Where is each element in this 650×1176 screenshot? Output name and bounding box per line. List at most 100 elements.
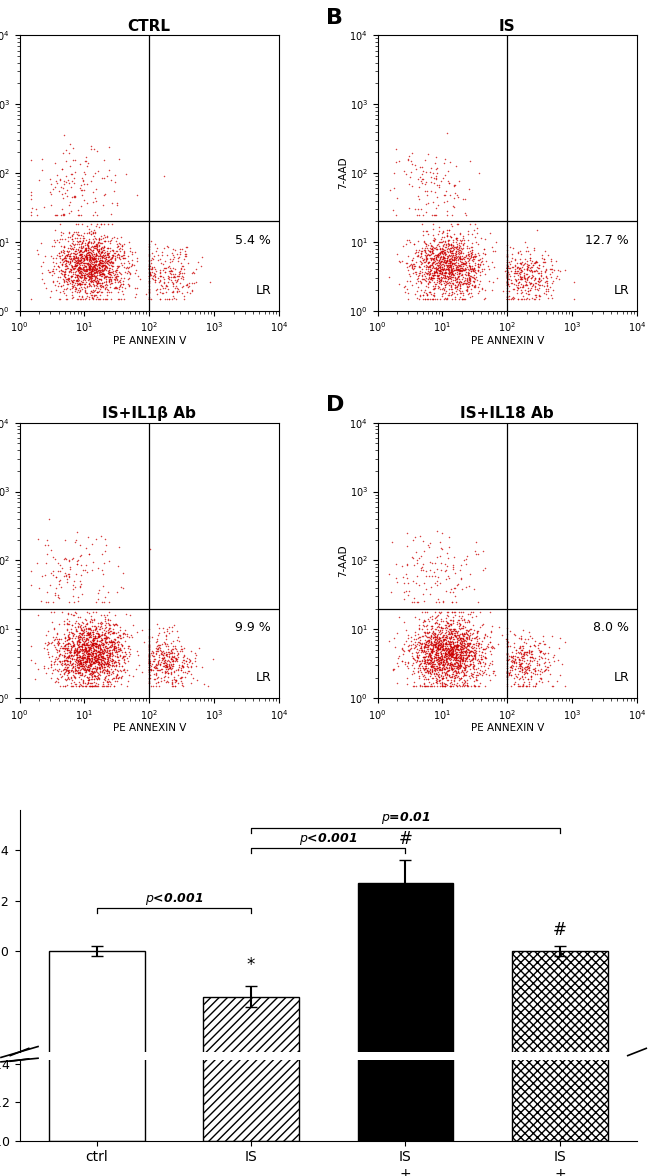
Point [93, 248, 103, 267]
Point [49, 586, 60, 604]
Point [476, 648, 486, 667]
Point [167, 273, 177, 292]
Point [456, 602, 467, 621]
Point [64, 647, 74, 666]
Point [450, 270, 461, 289]
Point [417, 248, 427, 267]
Point [453, 247, 463, 266]
Point [431, 650, 441, 669]
Point [452, 646, 462, 664]
Point [84, 632, 95, 650]
Point [422, 628, 432, 647]
Point [391, 674, 402, 693]
Point [94, 240, 105, 259]
Point [451, 675, 462, 694]
Point [444, 642, 454, 661]
Point [524, 661, 534, 680]
Point [83, 673, 94, 691]
Point [461, 246, 471, 265]
Point [68, 662, 78, 681]
Point [436, 539, 446, 557]
Point [43, 642, 53, 661]
Point [450, 661, 461, 680]
Point [107, 241, 118, 260]
Point [419, 637, 430, 656]
Point [62, 258, 72, 276]
Point [73, 652, 83, 670]
Point [458, 243, 468, 262]
Point [461, 650, 471, 669]
Point [110, 647, 120, 666]
Point [88, 639, 99, 657]
Point [467, 615, 478, 634]
Point [81, 661, 91, 680]
Point [78, 648, 88, 667]
Point [96, 238, 107, 256]
Point [526, 641, 537, 660]
Point [428, 289, 438, 308]
Point [50, 233, 60, 252]
Point [454, 614, 464, 633]
Point [515, 644, 526, 663]
Point [442, 123, 452, 142]
Point [543, 661, 553, 680]
Point [502, 258, 512, 276]
Point [109, 630, 120, 649]
Point [144, 646, 155, 664]
Point [83, 246, 94, 265]
Point [86, 273, 96, 292]
Point [468, 653, 478, 671]
Point [168, 655, 178, 674]
Point [510, 649, 521, 668]
Point [456, 261, 466, 280]
Point [56, 260, 66, 279]
Point [71, 252, 81, 270]
Point [436, 258, 446, 276]
Point [466, 646, 476, 664]
Point [161, 656, 171, 675]
Point [413, 643, 423, 662]
Point [160, 634, 170, 653]
Point [157, 276, 167, 295]
Point [92, 662, 102, 681]
Point [49, 637, 60, 656]
Text: B: B [326, 8, 343, 28]
Point [90, 637, 100, 656]
Point [456, 265, 467, 283]
Point [448, 614, 459, 633]
Point [450, 649, 461, 668]
Point [90, 252, 101, 270]
Point [69, 646, 79, 664]
Point [73, 262, 84, 281]
Point [75, 260, 86, 279]
Point [68, 636, 79, 655]
Point [170, 637, 181, 656]
Point [502, 666, 512, 684]
Point [88, 663, 98, 682]
Point [174, 267, 185, 286]
Point [463, 604, 474, 623]
Point [453, 654, 463, 673]
Point [539, 276, 549, 295]
Point [90, 653, 101, 671]
Point [152, 642, 162, 661]
Point [79, 635, 89, 654]
Point [79, 228, 89, 247]
Point [443, 261, 453, 280]
Point [459, 636, 469, 655]
Point [472, 650, 482, 669]
Point [120, 248, 130, 267]
Point [160, 662, 170, 681]
Point [144, 280, 155, 299]
Point [112, 258, 123, 276]
Point [408, 649, 419, 668]
Point [87, 644, 98, 663]
Point [455, 654, 465, 673]
Point [448, 633, 458, 652]
Point [115, 629, 125, 648]
Point [473, 254, 484, 273]
Point [405, 255, 415, 274]
Point [73, 652, 83, 670]
Point [105, 622, 116, 641]
Point [66, 261, 76, 280]
